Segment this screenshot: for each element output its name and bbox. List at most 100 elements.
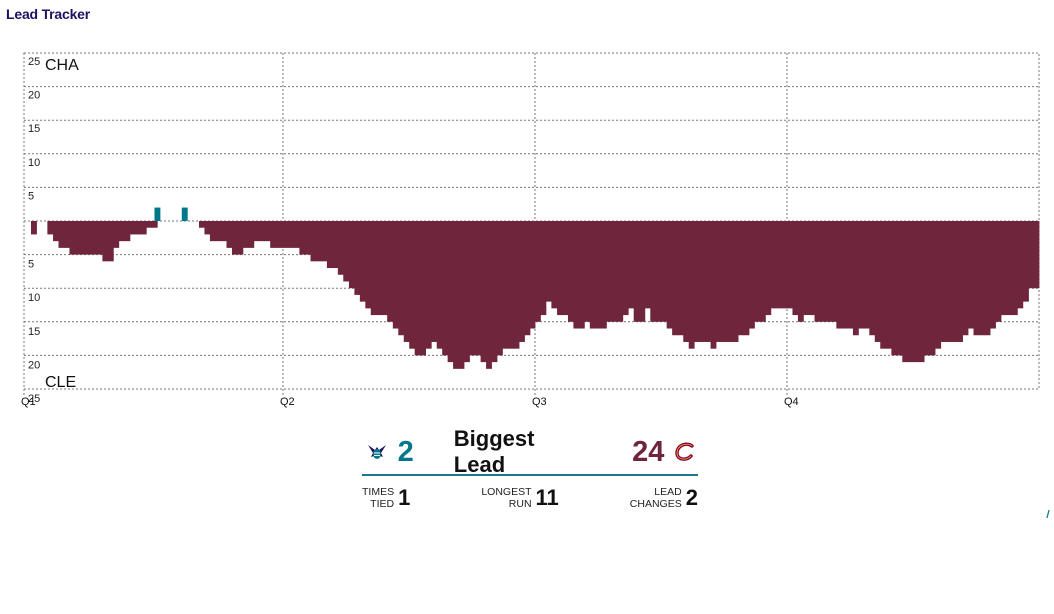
y-tick-label: 25 <box>28 393 40 405</box>
cle-lead-bar <box>617 221 624 322</box>
cle-lead-bar <box>995 221 1002 322</box>
hornet-icon <box>364 439 390 465</box>
cle-lead-bar <box>310 221 317 262</box>
cle-lead-bar <box>573 221 580 329</box>
cle-lead-bar <box>321 221 328 262</box>
times-tied-label-line2: TIED <box>370 497 395 510</box>
cle-lead-bar <box>913 221 920 363</box>
cle-lead-bar <box>237 221 244 255</box>
longest-run-value: 11 <box>535 484 559 510</box>
cle-lead-bar <box>458 221 465 369</box>
longest-run-stat: LONGEST RUN 11 <box>481 486 558 510</box>
cle-lead-bar <box>885 221 892 349</box>
cle-lead-bar <box>978 221 986 336</box>
x-tick-label: Q3 <box>532 396 547 408</box>
y-tick-label: 5 <box>28 259 34 271</box>
cle-lead-bar <box>584 221 591 322</box>
cle-lead-bar <box>464 221 470 363</box>
cle-lead-bar <box>469 221 476 356</box>
cle-lead-bar <box>721 221 728 342</box>
cle-lead-bar <box>633 221 640 322</box>
cle-lead-bar <box>135 221 142 235</box>
y-tick-label: 15 <box>28 326 40 338</box>
cle-lead-bar <box>409 221 416 349</box>
cle-lead-bar <box>293 221 300 248</box>
cle-lead-bar <box>639 221 646 322</box>
x-tick-label: Q1 <box>21 396 36 408</box>
cle-lead-bar <box>248 221 255 248</box>
cle-lead-bar <box>924 221 930 356</box>
cle-lead-bar <box>600 221 607 329</box>
cle-lead-bar <box>545 221 552 302</box>
cle-lead-bar <box>551 221 558 309</box>
cle-lead-bar <box>836 221 843 329</box>
cle-lead-bar <box>1033 221 1040 289</box>
cle-lead-bar <box>129 221 136 235</box>
cle-lead-bar <box>650 221 657 322</box>
cle-lead-bar <box>984 221 991 336</box>
cle-lead-bar <box>918 221 925 363</box>
cle-lead-bar <box>86 221 92 255</box>
cle-lead-bar <box>1028 221 1035 289</box>
cle-lead-bar <box>414 221 421 356</box>
cle-lead-bar <box>215 221 222 242</box>
cle-lead-bar <box>677 221 684 336</box>
corner-mark-icon <box>1046 510 1050 518</box>
cle-lead-bar <box>348 221 355 289</box>
cle-lead-bar <box>354 221 361 295</box>
cle-lead-bar <box>622 221 629 316</box>
y-tick-label: 20 <box>28 359 40 371</box>
cle-lead-bar <box>716 221 722 342</box>
cle-lead-bar <box>699 221 706 342</box>
cle-lead-bar <box>644 221 651 309</box>
cle-lead-bar <box>809 221 815 316</box>
cle-lead-bar <box>814 221 821 322</box>
cha-lead-bar <box>181 207 188 221</box>
cle-lead-bar <box>825 221 832 322</box>
cle-lead-bar <box>270 221 277 248</box>
lead-changes-label-line2: CHANGES <box>629 497 682 510</box>
cle-lead-bar <box>694 221 701 342</box>
cle-lead-bar <box>275 221 282 248</box>
cle-lead-bar <box>58 221 65 248</box>
cle-lead-bar <box>957 221 963 342</box>
cle-lead-bar <box>896 221 903 356</box>
cle-lead-bar <box>869 221 876 336</box>
times-tied-label: TIMES TIED <box>362 486 394 510</box>
cle-lead-bar <box>705 221 711 342</box>
cle-lead-bar <box>787 221 793 309</box>
cle-lead-bar <box>797 221 804 322</box>
cle-lead-bar <box>392 221 399 329</box>
cle-lead-bar <box>442 221 449 356</box>
cle-lead-bar <box>1017 221 1024 309</box>
cle-lead-bar <box>990 221 996 329</box>
cle-lead-bar <box>765 221 772 316</box>
biggest-lead-row: 2 Biggest Lead 24 <box>362 426 698 477</box>
cle-lead-bar <box>567 221 574 322</box>
cle-lead-bar <box>968 221 974 329</box>
cle-lead-bar <box>140 221 147 235</box>
cle-lead-bar <box>557 221 563 316</box>
y-tick-label: 10 <box>28 157 40 169</box>
cle-lead-bar <box>74 221 81 255</box>
lead-changes-label: LEAD CHANGES <box>630 486 682 510</box>
cle-lead-bar <box>792 221 799 316</box>
cle-lead-bar <box>283 221 289 248</box>
cle-lead-bar <box>31 221 37 235</box>
cle-lead-bar <box>710 221 717 349</box>
cle-lead-bar <box>606 221 613 322</box>
cle-lead-bar <box>732 221 739 342</box>
game-summary: 2 Biggest Lead 24 TIMES TIED 1 LONGEST R… <box>362 426 698 510</box>
cle-lead-bar <box>151 221 158 228</box>
cle-lead-bar <box>738 221 744 336</box>
cle-lead-bar <box>80 221 87 255</box>
cle-lead-bar <box>91 221 98 255</box>
cle-lead-bar <box>199 221 205 228</box>
cle-lead-bar <box>683 221 690 342</box>
cle-lead-bar <box>891 221 898 356</box>
cle-lead-bar <box>436 221 443 349</box>
cle-lead-bar <box>946 221 953 342</box>
biggest-lead-label: Biggest Lead <box>453 426 535 477</box>
cle-biggest-lead: 24 <box>632 435 665 468</box>
cha-lead-bar <box>154 207 161 221</box>
